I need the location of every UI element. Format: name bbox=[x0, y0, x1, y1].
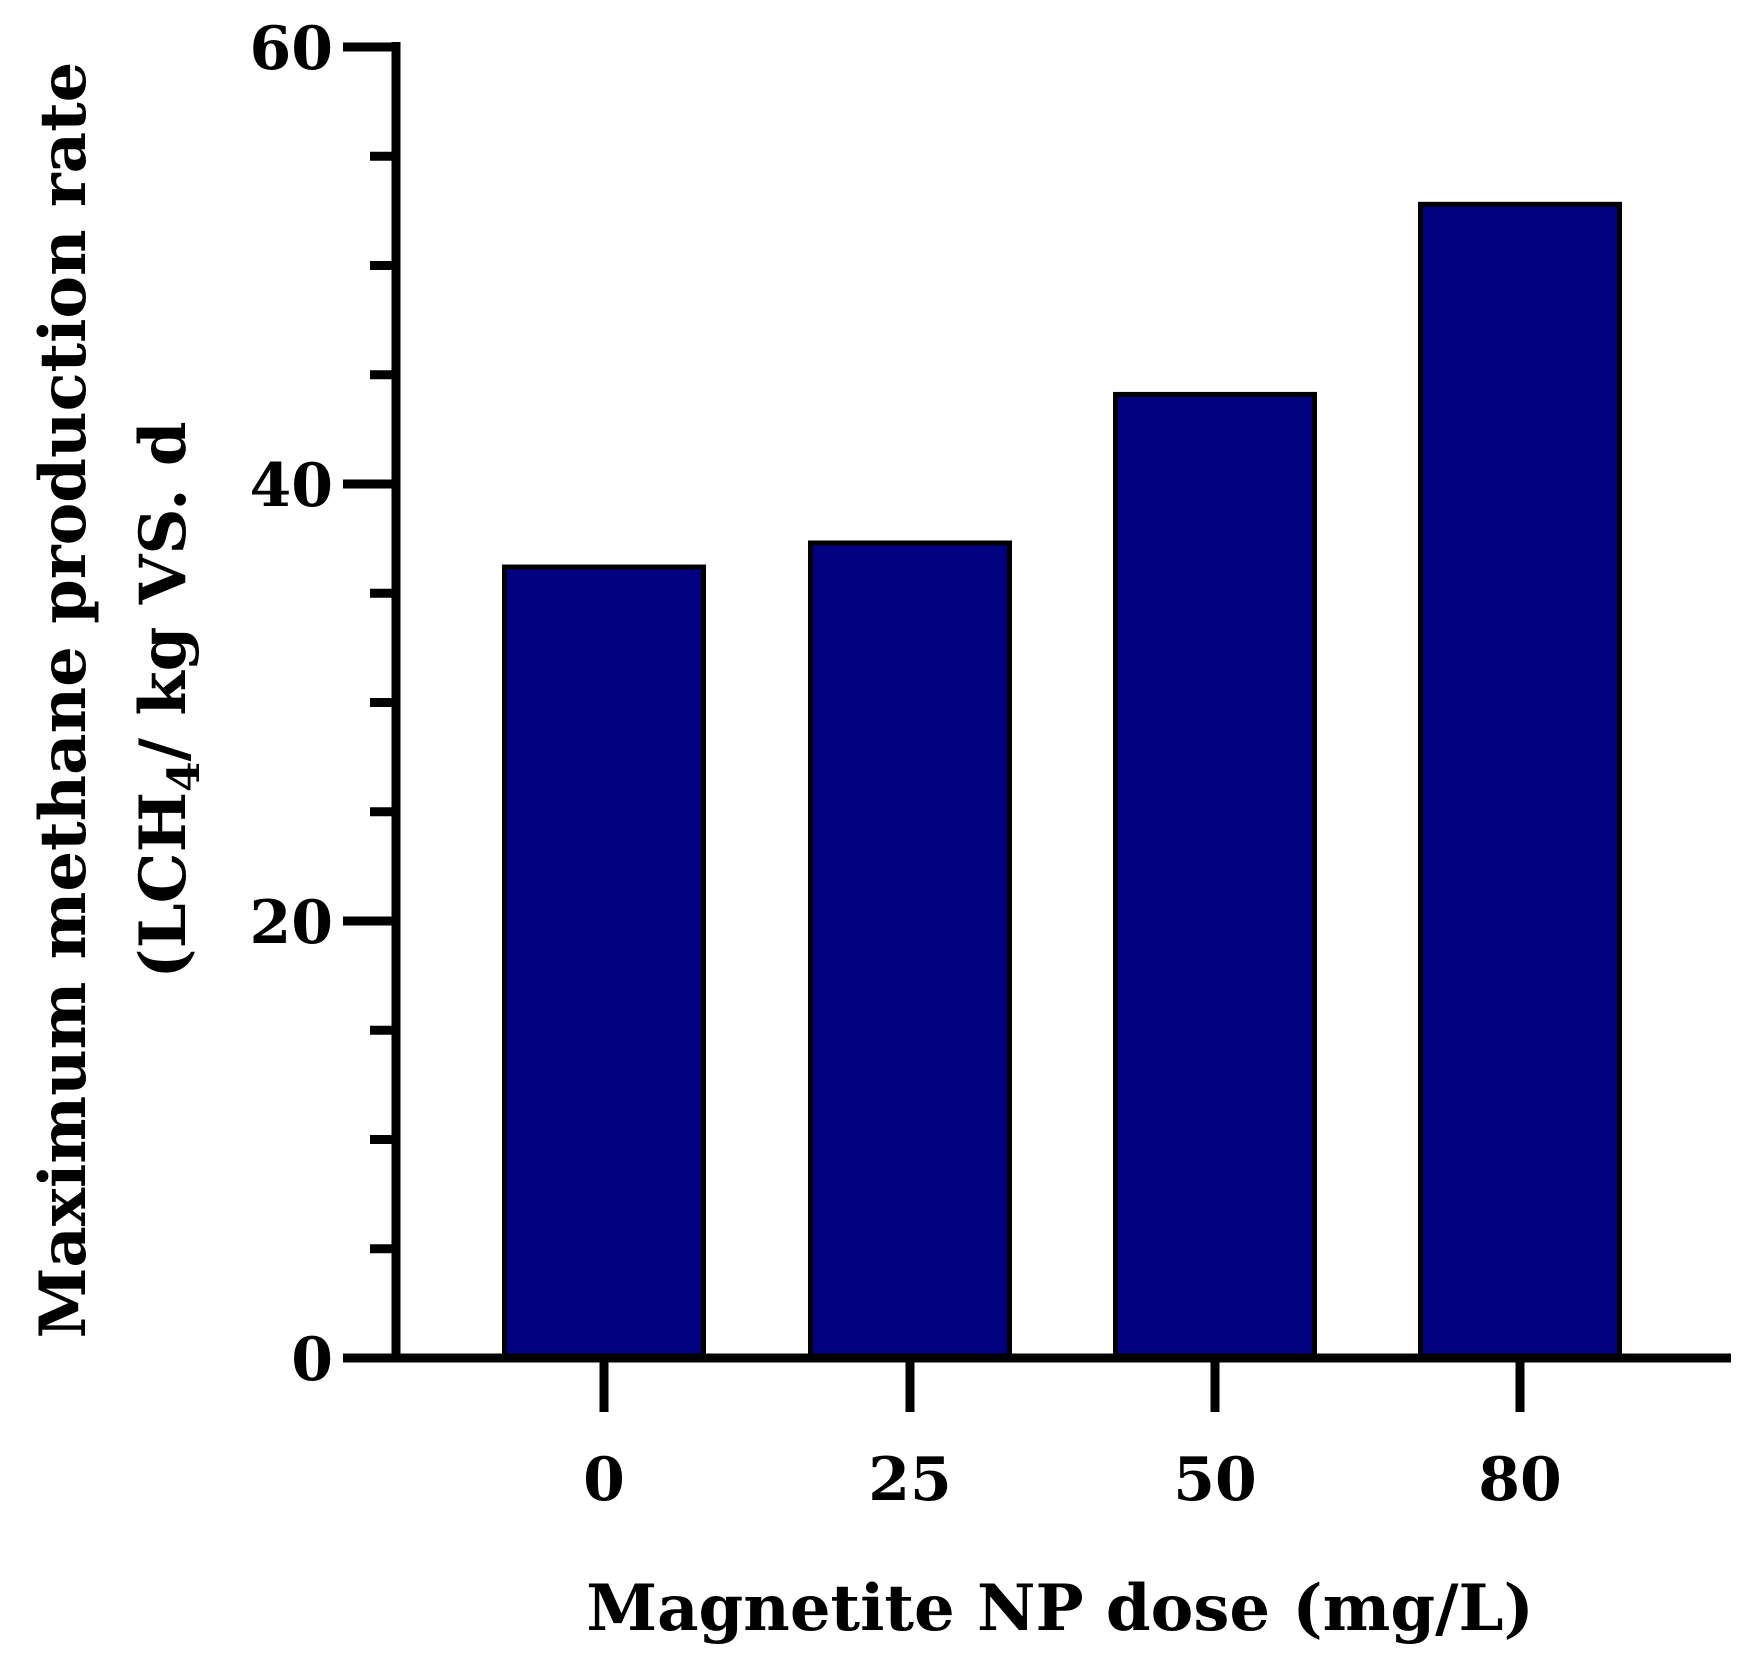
y-tick-labels: 0 20 40 60 bbox=[250, 14, 334, 1395]
y-tick-label-20: 20 bbox=[250, 888, 334, 958]
y-axis-unit-prefix: (LCH bbox=[126, 792, 201, 979]
y-axis-unit-subscript: 4 bbox=[159, 761, 210, 792]
y-axis-label-units: (LCH4/ kg VS. d bbox=[126, 421, 210, 978]
x-axis-label: Magnetite NP dose (mg/L) bbox=[586, 1571, 1534, 1646]
y-axis-label-line1: Maximum methane production rate bbox=[26, 62, 101, 1339]
x-ticks bbox=[599, 1358, 1525, 1412]
x-tick-label-0: 0 bbox=[583, 1445, 625, 1515]
bar-80 bbox=[1418, 201, 1622, 1361]
y-tick-label-60: 60 bbox=[250, 14, 334, 84]
y-axis-label: Maximum methane production rate bbox=[26, 62, 101, 1339]
bar-25 bbox=[808, 540, 1012, 1361]
x-tick-label-80: 80 bbox=[1478, 1445, 1562, 1515]
bars-group bbox=[502, 201, 1622, 1361]
y-ticks bbox=[343, 42, 396, 1363]
y-axis-label-line2: (LCH4/ kg VS. d bbox=[126, 421, 210, 978]
y-axis: 0 20 40 60 bbox=[250, 14, 401, 1395]
y-tick-label-40: 40 bbox=[250, 451, 334, 521]
bar-0 bbox=[502, 564, 706, 1361]
x-tick-label-50: 50 bbox=[1173, 1445, 1257, 1515]
y-tick-label-0: 0 bbox=[291, 1325, 333, 1395]
x-tick-labels: 0 25 50 80 bbox=[583, 1445, 1562, 1515]
y-axis-unit-suffix: / kg VS. d bbox=[126, 421, 201, 761]
x-tick-label-25: 25 bbox=[868, 1445, 952, 1515]
bar-50 bbox=[1113, 391, 1317, 1361]
x-axis: 0 25 50 80 bbox=[343, 1353, 1731, 1515]
